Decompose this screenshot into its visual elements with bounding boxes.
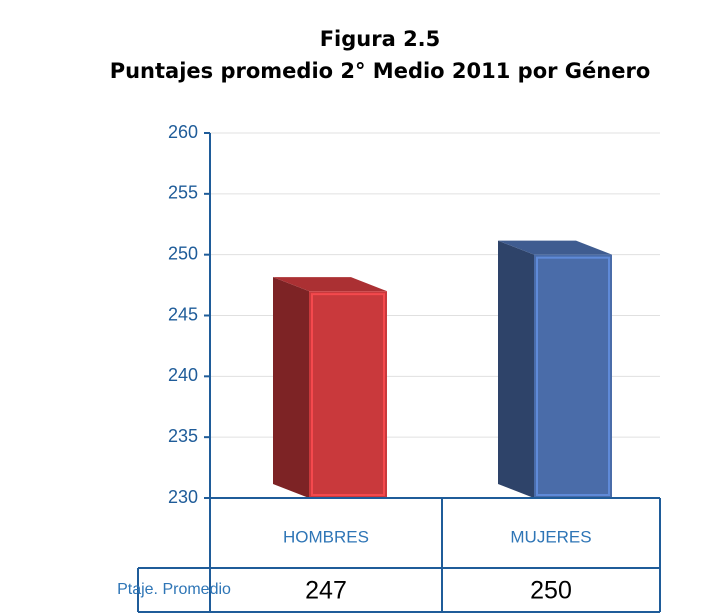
bar-side [273, 277, 309, 498]
y-tick-label: 230 [168, 487, 198, 507]
x-tick-label: MUJERES [510, 527, 591, 546]
bar-side [498, 240, 534, 498]
y-tick-label: 260 [168, 122, 198, 142]
y-tick-label: 250 [168, 243, 198, 263]
bar-bevel [311, 293, 385, 496]
chart-title: Figura 2.5 [320, 27, 441, 51]
x-tick-label: HOMBRES [283, 527, 369, 546]
table-value: 247 [305, 577, 347, 605]
bar-top [498, 240, 612, 255]
bar [498, 240, 612, 498]
bar-bevel [536, 256, 610, 496]
chart-subtitle: Puntajes promedio 2° Medio 2011 por Géne… [110, 59, 651, 83]
row-label: Ptaje. Promedio [117, 581, 231, 598]
y-tick-label: 245 [168, 304, 198, 324]
bar-front [309, 291, 387, 498]
bar-top [273, 277, 387, 292]
y-tick-label: 235 [168, 426, 198, 446]
y-tick-label: 240 [168, 365, 198, 385]
y-tick-label: 255 [168, 183, 198, 203]
table-value: 250 [530, 577, 572, 605]
bar [273, 277, 387, 498]
bar-front [534, 254, 612, 498]
